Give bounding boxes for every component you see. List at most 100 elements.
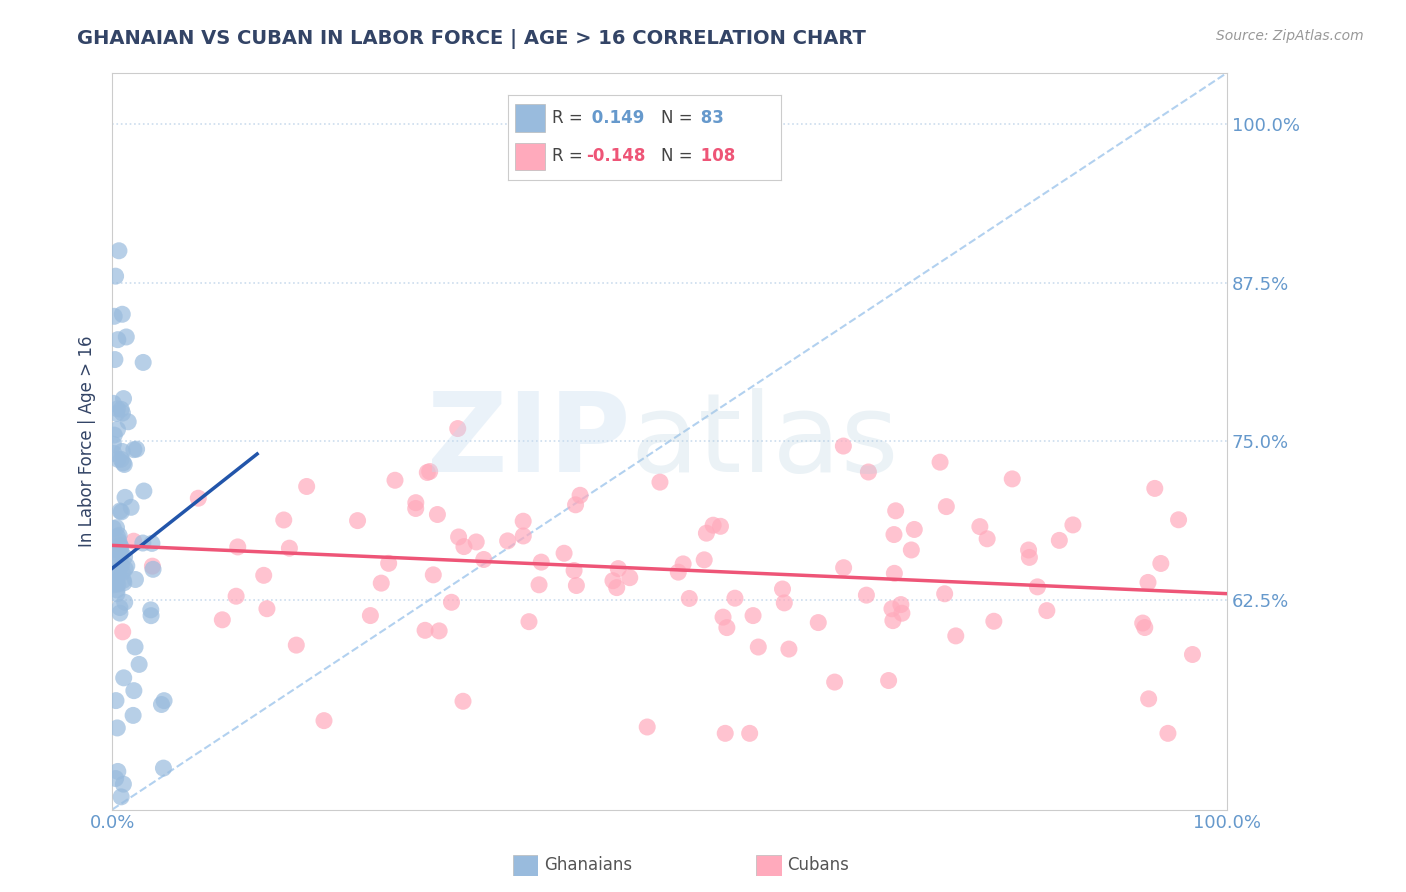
Point	[107, 422, 129, 436]
Point	[882, 614, 904, 628]
Point	[969, 519, 991, 533]
Point	[110, 543, 132, 558]
Point	[104, 772, 127, 786]
Point	[107, 333, 129, 347]
Point	[132, 536, 155, 550]
Point	[112, 777, 135, 791]
Point	[108, 600, 131, 615]
Point	[111, 566, 134, 580]
Point	[253, 568, 276, 582]
Point	[1047, 533, 1070, 548]
Point	[103, 428, 125, 442]
Point	[716, 621, 738, 635]
Point	[562, 564, 585, 578]
Point	[427, 624, 450, 638]
Point	[1018, 550, 1040, 565]
Point	[619, 571, 641, 585]
Point	[120, 500, 142, 515]
Point	[530, 555, 553, 569]
Point	[114, 491, 136, 505]
Point	[890, 598, 912, 612]
Text: Source: ZipAtlas.com: Source: ZipAtlas.com	[1216, 29, 1364, 43]
Point	[112, 575, 135, 590]
Point	[405, 501, 427, 516]
Point	[1137, 575, 1160, 590]
Point	[103, 310, 125, 324]
Y-axis label: In Labor Force | Age > 16: In Labor Force | Age > 16	[79, 335, 96, 547]
Point	[742, 608, 765, 623]
Point	[672, 557, 695, 571]
Point	[778, 642, 800, 657]
Point	[139, 608, 162, 623]
Point	[447, 530, 470, 544]
Point	[678, 591, 700, 606]
Point	[141, 536, 163, 550]
Point	[773, 596, 796, 610]
Point	[377, 557, 399, 571]
Point	[111, 624, 134, 639]
Point	[440, 595, 463, 609]
Point	[107, 530, 129, 544]
Point	[702, 518, 724, 533]
Point	[1062, 517, 1084, 532]
Point	[103, 578, 125, 592]
Point	[607, 561, 630, 575]
Point	[104, 554, 127, 568]
Point	[465, 535, 488, 549]
Point	[693, 553, 716, 567]
Point	[648, 475, 671, 490]
Point	[122, 534, 145, 549]
Point	[141, 559, 163, 574]
Point	[724, 591, 747, 606]
Point	[983, 614, 1005, 628]
Point	[103, 437, 125, 451]
Point	[273, 513, 295, 527]
Point	[772, 582, 794, 596]
Point	[512, 514, 534, 528]
Point	[132, 483, 155, 498]
Point	[105, 587, 128, 601]
Point	[832, 439, 855, 453]
Point	[107, 566, 129, 581]
Point	[711, 610, 734, 624]
Point	[346, 514, 368, 528]
Point	[405, 496, 427, 510]
Point	[112, 671, 135, 685]
Point	[945, 629, 967, 643]
Point	[111, 307, 134, 321]
Point	[122, 442, 145, 457]
Point	[606, 581, 628, 595]
Point	[472, 552, 495, 566]
Point	[883, 566, 905, 581]
Point	[128, 657, 150, 672]
Point	[419, 465, 441, 479]
Point	[211, 613, 233, 627]
Point	[225, 589, 247, 603]
Point	[1143, 482, 1166, 496]
Point	[824, 675, 846, 690]
Point	[413, 624, 436, 638]
Point	[517, 615, 540, 629]
Point	[1133, 621, 1156, 635]
Point	[115, 558, 138, 573]
Point	[105, 721, 128, 735]
Point	[105, 521, 128, 535]
Point	[422, 567, 444, 582]
Point	[447, 421, 470, 435]
Text: Cubans: Cubans	[787, 856, 849, 874]
Point	[453, 540, 475, 554]
Point	[880, 601, 903, 615]
Point	[108, 528, 131, 542]
Point	[496, 533, 519, 548]
Point	[553, 546, 575, 560]
Point	[105, 542, 128, 557]
Point	[1157, 726, 1180, 740]
Point	[115, 330, 138, 344]
Point	[153, 694, 176, 708]
Point	[370, 576, 392, 591]
Point	[903, 523, 925, 537]
Point	[142, 562, 165, 576]
Point	[103, 565, 125, 579]
Point	[112, 392, 135, 406]
Point	[512, 529, 534, 543]
